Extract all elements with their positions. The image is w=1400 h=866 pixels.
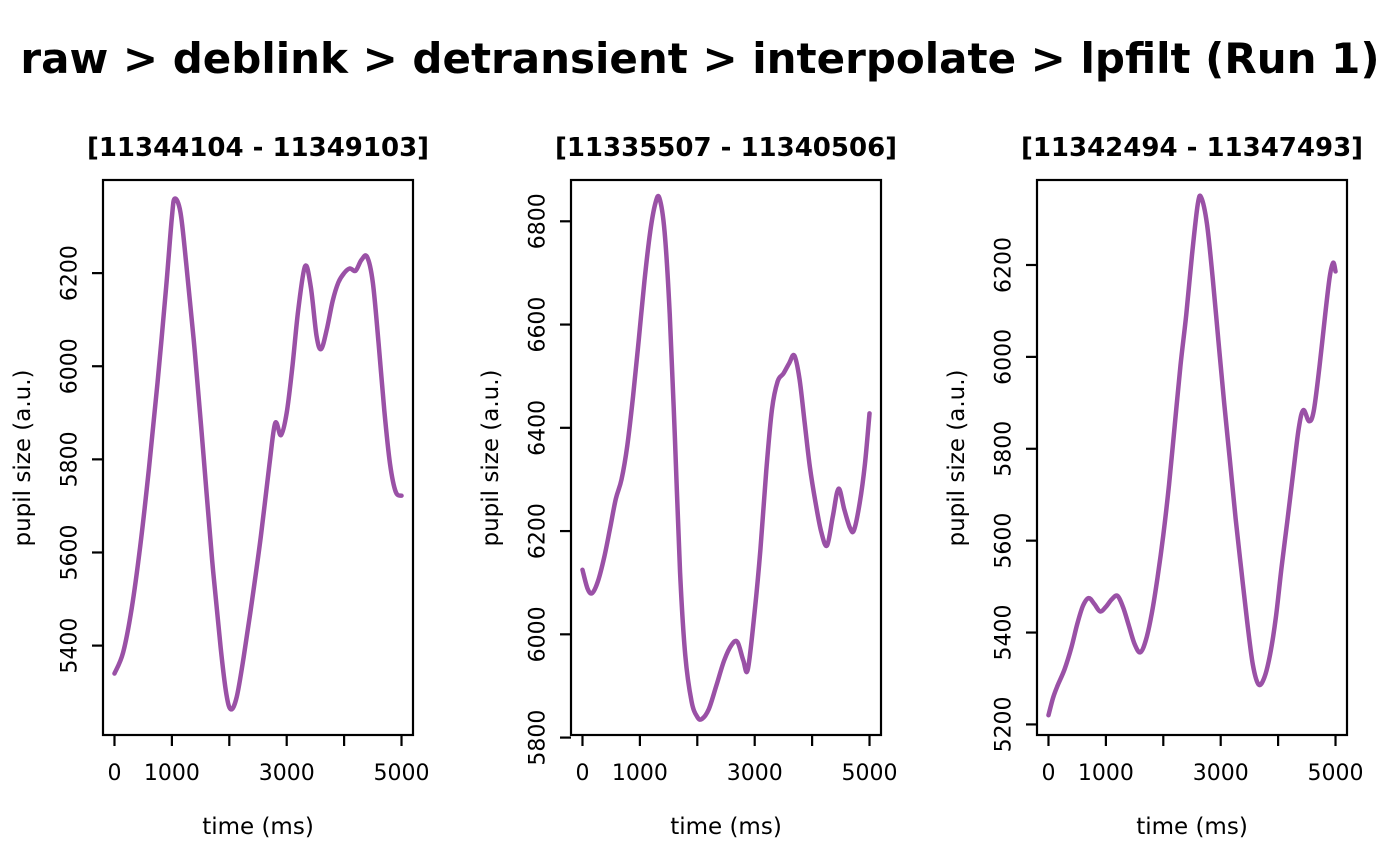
panel-1-plot-area: 0 1000 3000 5000 5400 5600 5800 6000 6200 [58,178,430,786]
x-tick-label: 1000 [1078,761,1134,786]
y-tick-label: 5200 [992,696,1017,752]
x-tick-label: 5000 [1308,761,1364,786]
panel-2-chart: [11335507 - 11340506] 0 1000 3000 5000 5800 6… [478,133,898,840]
x-tick-label: 3000 [1193,761,1249,786]
x-tick-label: 0 [575,761,589,786]
pupil-size-trace [580,193,872,722]
panel-1-x-axis-title: time (ms) [202,814,314,840]
y-tick-label: 6200 [58,245,83,301]
x-tick-label: 3000 [727,761,783,786]
y-tick-label: 6400 [526,400,551,456]
panel-1-chart: [11344104 - 11349103] 0 1000 3000 5000 5400 5… [10,133,430,840]
y-tick-label: 5400 [58,618,83,674]
pupil-size-trace [112,196,404,712]
panel-1-y-axis-title: pupil size (a.u.) [10,369,36,546]
panel-1: [11344104 - 11349103] 0 1000 3000 5000 5400 5… [0,0,467,866]
y-tick-label: 5400 [992,605,1017,661]
panel-3: [11342494 - 11347493] 0 1000 3000 5000 5200 5… [934,0,1400,866]
panel-2-title: [11335507 - 11340506] [555,133,897,163]
plot-frame [1035,178,1349,737]
panel-1-title: [11344104 - 11349103] [87,133,429,163]
page-title: raw > deblink > detransient > interpolat… [20,34,1380,83]
y-tick-label: 6200 [526,503,551,559]
y-tick-label: 5600 [58,524,83,580]
y-tick-label: 6600 [526,297,551,353]
x-tick-label: 1000 [612,761,668,786]
panel-2: [11335507 - 11340506] 0 1000 3000 5000 5800 6… [468,0,935,866]
x-tick-label: 1000 [144,761,200,786]
y-tick-label: 5800 [526,710,551,766]
panel-2-plot-area: 0 1000 3000 5000 5800 6000 6200 6400 6600 6800 [526,178,898,786]
y-tick-label: 5600 [992,513,1017,569]
panel-2-y-axis-title: pupil size (a.u.) [478,369,504,546]
x-tick-label: 3000 [259,761,315,786]
panel-3-plot-area: 0 1000 3000 5000 5200 5400 5600 5800 6000 6200 [992,178,1364,786]
x-tick-label: 0 [107,761,121,786]
y-tick-label: 6000 [58,338,83,394]
panel-3-x-axis-title: time (ms) [1136,814,1248,840]
plot-frame [569,178,883,737]
panel-3-title: [11342494 - 11347493] [1021,133,1363,163]
panel-3-chart: [11342494 - 11347493] 0 1000 3000 5000 5200 5… [944,133,1364,840]
panel-2-x-axis-title: time (ms) [670,814,782,840]
panel-3-y-axis-title: pupil size (a.u.) [944,369,970,546]
plot-frame [101,178,415,737]
y-tick-label: 6800 [526,193,551,249]
x-tick-label: 5000 [374,761,430,786]
y-tick-label: 5800 [58,431,83,487]
y-tick-label: 5800 [992,421,1017,477]
pupil-size-trace [1046,193,1338,718]
y-tick-label: 6000 [526,606,551,662]
x-tick-label: 0 [1041,761,1055,786]
y-tick-label: 6000 [992,329,1017,385]
x-tick-label: 5000 [842,761,898,786]
y-tick-label: 6200 [992,237,1017,293]
